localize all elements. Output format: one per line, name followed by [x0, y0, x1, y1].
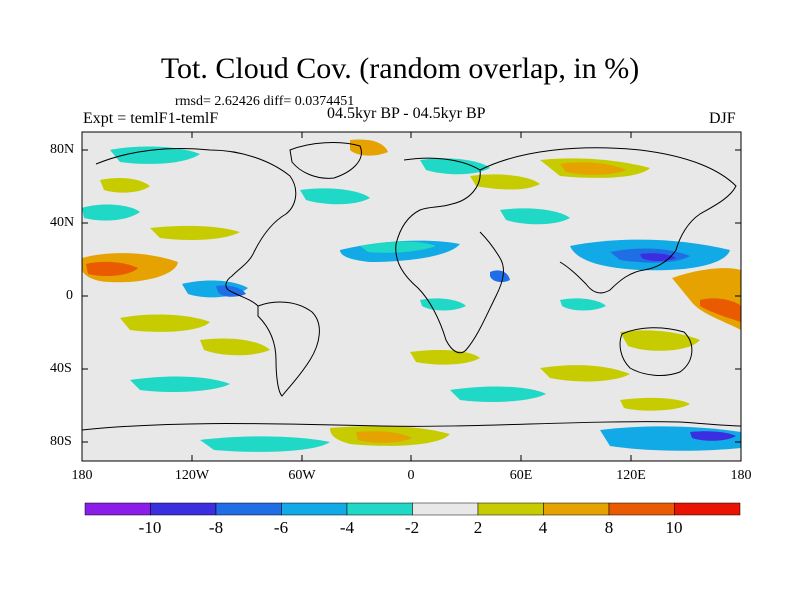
anomaly-patches: [82, 139, 741, 452]
map-title: Tot. Cloud Cov. (random overlap, in %): [160, 52, 640, 85]
lat-label-40n: 40N: [50, 215, 75, 230]
colorbar-swatch: [84, 502, 151, 516]
lat-label-80n: 80N: [50, 142, 75, 157]
colorbar-swatch: [477, 502, 544, 516]
lon-label-120w: 120W: [174, 468, 210, 483]
colorbar-swatch: [346, 502, 413, 516]
colorbar-label: -6: [273, 518, 289, 537]
experiment-label: Expt = temlF1-temlF: [83, 110, 219, 127]
lon-label-120e: 120E: [616, 468, 646, 483]
colorbar-swatch: [215, 502, 282, 516]
axis-ticks: [81, 132, 742, 461]
colorbar-swatch: [281, 502, 348, 516]
lon-label-60e: 60E: [509, 468, 533, 483]
colorbar-label: 10: [665, 518, 683, 537]
colorbar-label: -8: [208, 518, 224, 537]
lat-label-40s: 40S: [50, 361, 72, 376]
colorbar: [84, 502, 741, 516]
colorbar-swatch: [412, 502, 479, 516]
period-label: 04.5kyr BP - 04.5kyr BP: [327, 105, 486, 122]
colorbar-label: 2: [473, 518, 483, 537]
lat-label-80s: 80S: [50, 434, 72, 449]
colorbar-label: 4: [538, 518, 548, 537]
colorbar-label: -10: [138, 518, 162, 537]
colorbar-swatch: [543, 502, 610, 516]
colorbar-label: -2: [404, 518, 420, 537]
lon-label-180w: 180: [71, 468, 93, 483]
lon-label-180e: 180: [730, 468, 752, 483]
colorbar-swatch: [674, 502, 741, 516]
lon-label-60w: 60W: [288, 468, 316, 483]
colorbar-label: -4: [339, 518, 355, 537]
lat-label-0: 0: [66, 288, 73, 303]
season-label: DJF: [709, 110, 736, 127]
stats-text: rmsd= 2.62426 diff= 0.0374451: [175, 94, 355, 109]
colorbar-swatch: [150, 502, 217, 516]
coastlines: [81, 142, 742, 431]
map-background: [82, 132, 741, 461]
colorbar-swatch: [608, 502, 675, 516]
colorbar-label: 8: [604, 518, 614, 537]
lon-label-0: 0: [407, 468, 415, 483]
